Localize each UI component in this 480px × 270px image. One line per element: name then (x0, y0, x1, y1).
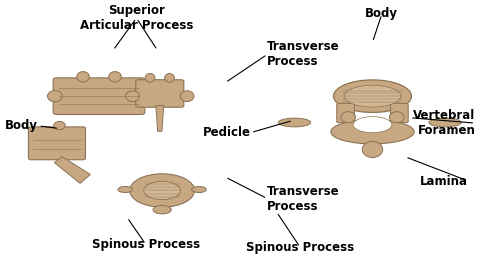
FancyBboxPatch shape (136, 80, 184, 107)
Ellipse shape (429, 118, 461, 127)
FancyBboxPatch shape (53, 78, 145, 114)
Ellipse shape (344, 85, 401, 107)
FancyBboxPatch shape (28, 127, 85, 160)
Text: Body: Body (365, 8, 398, 21)
Text: Superior
Articular Process: Superior Articular Process (80, 4, 193, 32)
Ellipse shape (334, 80, 411, 112)
Text: Vertebral
Foramen: Vertebral Foramen (413, 109, 475, 137)
Ellipse shape (362, 141, 383, 157)
Ellipse shape (126, 91, 139, 102)
Ellipse shape (132, 90, 146, 102)
Ellipse shape (165, 73, 174, 82)
Text: Spinous Process: Spinous Process (92, 238, 200, 251)
Ellipse shape (48, 90, 62, 102)
Ellipse shape (144, 181, 180, 200)
Text: Spinous Process: Spinous Process (246, 241, 354, 254)
Ellipse shape (130, 174, 194, 207)
Text: Transverse
Process: Transverse Process (267, 40, 340, 68)
Ellipse shape (153, 205, 171, 214)
FancyBboxPatch shape (391, 103, 408, 123)
Ellipse shape (77, 72, 89, 82)
Polygon shape (156, 106, 164, 131)
Text: Body: Body (5, 119, 38, 132)
FancyBboxPatch shape (337, 103, 354, 123)
Ellipse shape (192, 187, 206, 193)
Ellipse shape (54, 122, 65, 130)
Text: Lamina: Lamina (420, 175, 468, 188)
Text: Pedicle: Pedicle (203, 126, 251, 139)
Polygon shape (54, 157, 90, 183)
Ellipse shape (180, 91, 194, 102)
Ellipse shape (353, 117, 392, 133)
Ellipse shape (331, 120, 414, 144)
Ellipse shape (118, 187, 132, 193)
Ellipse shape (278, 118, 311, 127)
Ellipse shape (389, 112, 404, 123)
Ellipse shape (341, 112, 356, 123)
Ellipse shape (145, 73, 155, 82)
Text: Transverse
Process: Transverse Process (267, 185, 340, 212)
Ellipse shape (108, 72, 121, 82)
